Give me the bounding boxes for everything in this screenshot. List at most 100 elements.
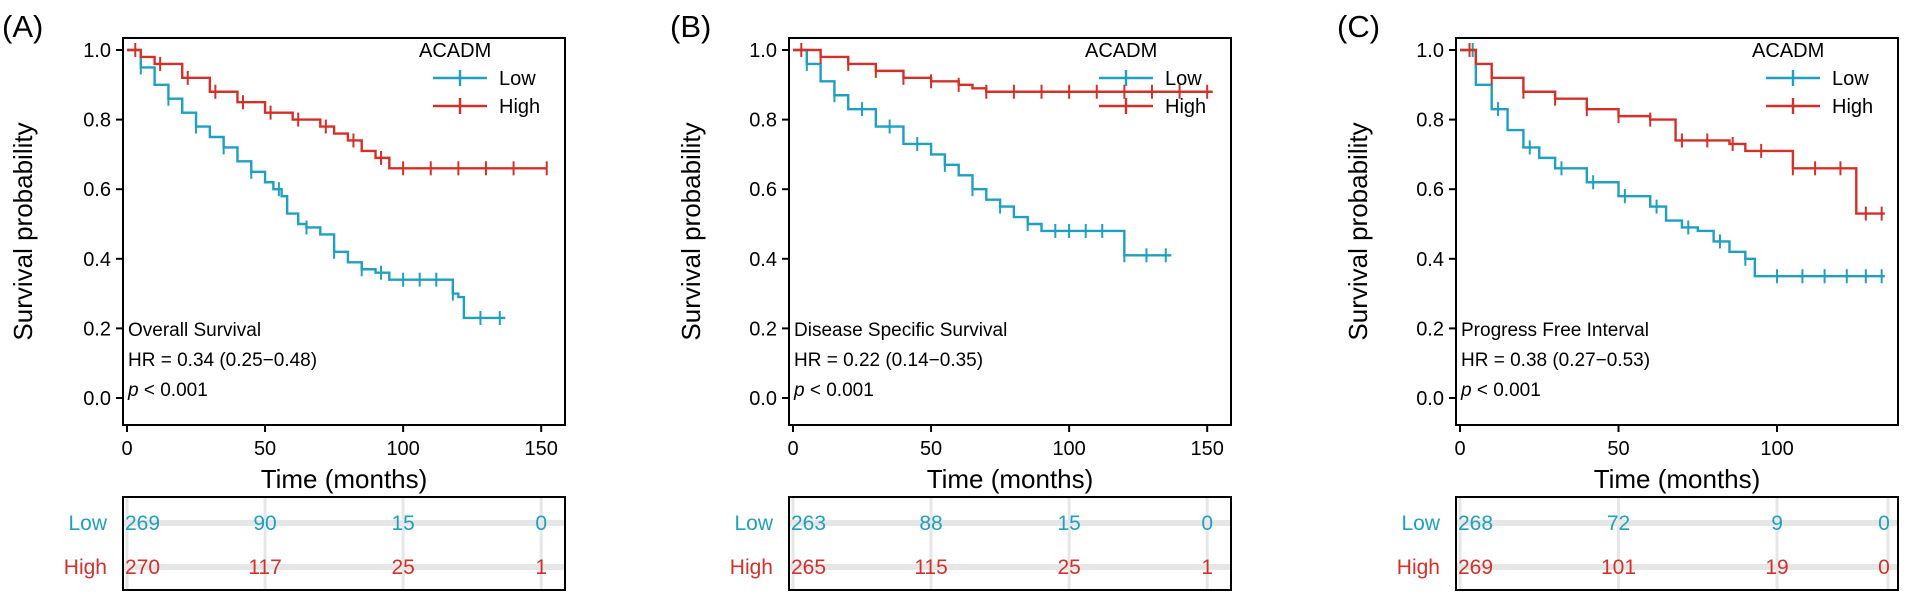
y-axis-title: Survival probability [8,122,38,340]
y-tick-label: 0.2 [83,318,111,340]
annotation-title: Disease Specific Survival [794,320,1007,341]
risk-table-frame [788,496,1232,591]
risk-count: 0 [1878,556,1890,579]
y-tick-label: 0.0 [83,388,111,410]
legend-label-high: High [1165,96,1206,118]
x-tick-label: 100 [1052,438,1085,460]
risk-count: 1 [1201,556,1213,579]
risk-table: Low 269 90 15 0 High 270 117 25 1 [64,496,566,591]
annotation-hr: HR = 0.34 (0.25−0.48) [128,350,317,371]
y-tick-label: 0.8 [1416,110,1444,132]
annotation-title: Progress Free Interval [1461,320,1649,341]
risk-count: 19 [1765,556,1788,579]
risk-count: 101 [1601,556,1636,579]
x-axis-title: Time (months) [1594,464,1761,494]
y-tick-label: 0.2 [749,318,777,340]
risk-count: 25 [1057,556,1080,579]
risk-count: 265 [791,556,826,579]
y-tick-label: 0.6 [1416,179,1444,201]
y-tick-label: 0.0 [749,388,777,410]
plot-frame [1455,37,1899,426]
y-tick-label: 0.4 [83,249,111,271]
y-tick-label: 0.2 [1416,318,1444,340]
risk-count: 88 [919,512,942,535]
risk-table-frame [122,496,566,591]
risk-table-frame [1455,496,1899,591]
risk-count: 9 [1771,512,1783,535]
risk-count: 0 [1201,512,1213,535]
risk-count: 0 [1878,512,1890,535]
risk-count: 270 [125,556,160,579]
risk-count: 269 [125,512,160,535]
risk-count: 269 [1458,556,1493,579]
risk-row-label-high: High [64,556,107,579]
y-axis-title: Survival probability [676,122,706,340]
legend-label-low: Low [1165,68,1202,90]
legend-title: ACADM [1752,40,1824,62]
legend-label-low: Low [1832,68,1869,90]
y-tick-label: 0.4 [1416,249,1444,271]
x-tick-label: 0 [121,438,132,460]
legend-title: ACADM [1085,40,1157,62]
legend-label-high: High [1832,96,1873,118]
annotation-p-rest: < 0.001 [805,380,874,401]
panel-label: (A) [2,9,43,44]
y-tick-label: 0.8 [83,110,111,132]
x-tick-label: 0 [1454,438,1465,460]
annotation-p: p < 0.001 [127,380,208,401]
panel-c: (C) 0.0 0.2 0.4 0.6 0.8 1.0 0 50 100 Time (months)… [1337,9,1899,591]
risk-row-label-low: Low [1401,512,1440,535]
y-tick-label: 0.4 [749,249,777,271]
annotation-p-italic: p [1460,380,1472,401]
annotation-p: p < 0.001 [793,380,874,401]
legend-label-low: Low [499,68,536,90]
km-curve-low [793,48,1172,257]
y-axis-title: Survival probability [1343,122,1373,340]
y-tick-label: 1.0 [749,40,777,62]
x-tick-label: 100 [386,438,419,460]
annotation-hr: HR = 0.22 (0.14−0.35) [794,350,983,371]
risk-count: 15 [391,512,414,535]
risk-table: Low 263 88 15 0 High 265 115 25 1 [730,496,1232,591]
y-tick-label: 1.0 [1416,40,1444,62]
risk-count: 268 [1458,512,1493,535]
x-tick-label: 50 [920,438,942,460]
km-curve-low [127,48,506,320]
risk-count: 0 [535,512,547,535]
x-tick-label: 50 [1607,438,1629,460]
panel-label: (B) [670,9,711,44]
legend-label-high: High [499,96,540,118]
risk-row-label-high: High [730,556,773,579]
y-tick-label: 1.0 [83,40,111,62]
x-tick-label: 0 [787,438,798,460]
annotation-p-rest: < 0.001 [139,380,208,401]
annotation-p-italic: p [793,380,805,401]
risk-count: 90 [253,512,276,535]
risk-count: 115 [914,556,947,579]
panel-label: (C) [1337,9,1380,44]
x-tick-label: 50 [254,438,276,460]
annotation-p: p < 0.001 [1460,380,1541,401]
risk-row-label-low: Low [68,512,107,535]
risk-count: 1 [535,556,547,579]
y-tick-label: 0.0 [1416,388,1444,410]
risk-row-label-low: Low [734,512,773,535]
risk-count: 117 [248,556,281,579]
x-tick-label: 100 [1760,438,1793,460]
risk-count: 263 [791,512,826,535]
risk-count: 25 [391,556,414,579]
legend-title: ACADM [419,40,491,62]
y-tick-label: 0.6 [749,179,777,201]
km-curve-high [1460,48,1885,215]
plot-frame [788,37,1232,426]
annotation-hr: HR = 0.38 (0.27−0.53) [1461,350,1650,371]
y-tick-label: 0.6 [83,179,111,201]
x-tick-label: 150 [525,438,558,460]
risk-count: 72 [1607,512,1630,535]
x-axis-title: Time (months) [261,464,428,494]
annotation-p-italic: p [127,380,139,401]
plot-frame [122,37,566,426]
